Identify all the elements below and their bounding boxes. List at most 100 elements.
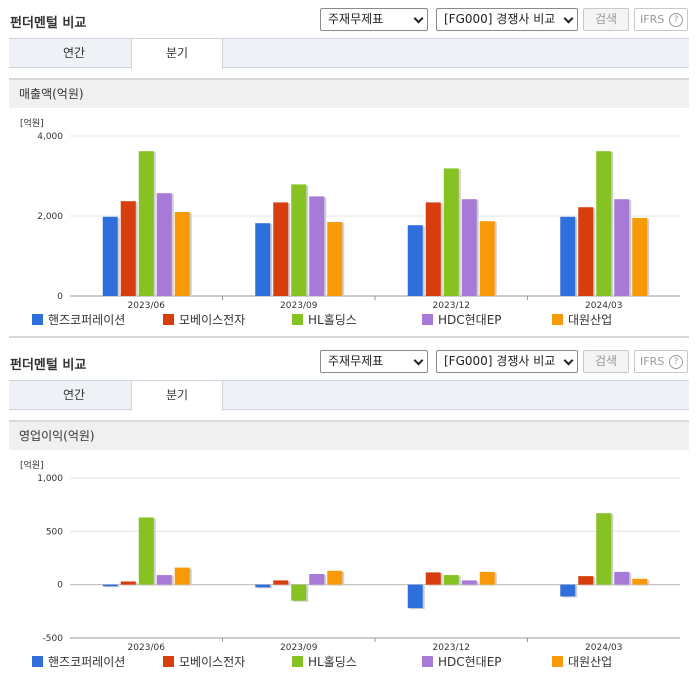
bar[interactable] <box>596 151 612 296</box>
sales-bar-chart: 0 2,000 4,000 2023/06 2023/09 2023/12 2024/03 <box>37 132 680 310</box>
period-tabs: 연간 분기 <box>9 38 689 69</box>
bar[interactable] <box>120 581 136 585</box>
bar[interactable] <box>156 193 172 296</box>
search-button[interactable]: 검색 <box>583 350 629 373</box>
peer-compare-select[interactable]: [FG000] 경쟁사 비교 <box>436 350 578 373</box>
bar[interactable] <box>273 580 289 585</box>
search-button[interactable]: 검색 <box>583 8 629 31</box>
legend-swatch <box>292 314 303 325</box>
legend-item[interactable]: HL홀딩스 <box>292 311 357 329</box>
legend-item[interactable]: 핸즈코퍼레이션 <box>32 653 125 671</box>
bar[interactable] <box>174 567 190 585</box>
x-tick-label: 2023/12 <box>433 301 470 310</box>
bar[interactable] <box>120 201 136 296</box>
peer-compare-value: [FG000] 경쟁사 비교 <box>444 12 556 26</box>
bar[interactable] <box>255 584 271 588</box>
legend-item[interactable]: HDC현대EP <box>422 653 502 671</box>
panel-header: 펀더멘털 비교 주재무제표 [FG000] 경쟁사 비교 검색 IFRS ? <box>0 342 696 378</box>
x-tick-label: 2023/09 <box>280 301 318 310</box>
bar[interactable] <box>461 199 477 296</box>
bar[interactable] <box>479 221 495 296</box>
bar[interactable] <box>632 218 648 296</box>
legend-swatch <box>163 656 174 667</box>
bar[interactable] <box>461 580 477 585</box>
bar[interactable] <box>425 572 441 585</box>
bar[interactable] <box>560 584 576 597</box>
bar[interactable] <box>138 151 154 296</box>
bar[interactable] <box>578 207 594 296</box>
peer-compare-select[interactable]: [FG000] 경쟁사 비교 <box>436 8 578 31</box>
bar-shadow <box>104 585 120 588</box>
bar[interactable] <box>632 578 648 585</box>
ifrs-button[interactable]: IFRS ? <box>634 350 688 373</box>
unit-label: [억원] <box>20 119 44 129</box>
tab-quarterly[interactable]: 분기 <box>131 39 223 69</box>
tab-annual[interactable]: 연간 <box>62 388 86 402</box>
chart-title: 매출액(억원) <box>9 78 689 108</box>
bar[interactable] <box>255 223 271 296</box>
statement-type-value: 주재무제표 <box>328 354 384 368</box>
bar[interactable] <box>156 575 172 585</box>
legend-item[interactable]: 대원산업 <box>552 653 612 671</box>
bar[interactable] <box>479 571 495 585</box>
x-tick-label: 2024/03 <box>585 301 622 310</box>
statement-type-select[interactable]: 주재무제표 <box>320 350 428 373</box>
legend-item[interactable]: 모베이스전자 <box>163 653 245 671</box>
operating-profit-bar-chart: -500 0 500 1,000 2023/06 2023/09 2023/12 2024/0… <box>37 474 680 652</box>
bar[interactable] <box>291 584 307 601</box>
y-tick-label: 4,000 <box>37 132 63 142</box>
bar[interactable] <box>138 517 154 585</box>
y-tick-label: 0 <box>57 581 63 591</box>
bar[interactable] <box>174 212 190 296</box>
statement-type-select[interactable]: 주재무제표 <box>320 8 428 31</box>
tab-annual[interactable]: 연간 <box>62 46 86 60</box>
x-tick-label: 2024/03 <box>585 643 622 652</box>
bar[interactable] <box>407 225 423 296</box>
bar[interactable] <box>443 168 459 296</box>
bar[interactable] <box>273 202 289 296</box>
legend-item[interactable]: HL홀딩스 <box>292 653 357 671</box>
ifrs-label: IFRS <box>640 355 665 368</box>
bar[interactable] <box>614 571 630 585</box>
legend-item[interactable]: 모베이스전자 <box>163 311 245 329</box>
legend-item[interactable]: 대원산업 <box>552 311 612 329</box>
bar[interactable] <box>407 584 423 609</box>
legend-swatch <box>422 314 433 325</box>
bar[interactable] <box>596 513 612 585</box>
period-tabs: 연간 분기 <box>9 380 689 411</box>
ifrs-label: IFRS <box>640 13 665 26</box>
tab-quarterly[interactable]: 분기 <box>131 381 223 411</box>
bar[interactable] <box>102 584 118 587</box>
legend-label: HL홀딩스 <box>308 313 357 327</box>
bar[interactable] <box>425 202 441 296</box>
bar[interactable] <box>578 576 594 585</box>
legend-swatch <box>552 656 563 667</box>
bar[interactable] <box>309 196 325 296</box>
x-tick-label: 2023/09 <box>280 643 318 652</box>
chevron-down-icon <box>563 355 574 366</box>
bar[interactable] <box>327 570 343 585</box>
legend-label: HDC현대EP <box>438 313 502 327</box>
bar[interactable] <box>291 184 307 296</box>
legend-label: 모베이스전자 <box>179 655 246 669</box>
legend-item[interactable]: 핸즈코퍼레이션 <box>32 311 125 329</box>
bar[interactable] <box>560 216 576 296</box>
fundamental-panel-operating-profit: 펀더멘털 비교 주재무제표 [FG000] 경쟁사 비교 검색 IFRS ? 연… <box>0 342 696 684</box>
panel-title: 펀더멘털 비교 <box>10 16 87 31</box>
legend-swatch <box>32 656 43 667</box>
bar[interactable] <box>102 216 118 296</box>
legend-swatch <box>552 314 563 325</box>
bar[interactable] <box>443 575 459 585</box>
bar[interactable] <box>309 574 325 585</box>
bar[interactable] <box>614 199 630 296</box>
ifrs-button[interactable]: IFRS ? <box>634 8 688 31</box>
legend-swatch <box>422 656 433 667</box>
legend-label: HL홀딩스 <box>308 655 357 669</box>
legend-swatch <box>32 314 43 325</box>
legend-label: 핸즈코퍼레이션 <box>48 655 126 669</box>
panel-header: 펀더멘털 비교 주재무제표 [FG000] 경쟁사 비교 검색 IFRS ? <box>0 0 696 36</box>
legend-item[interactable]: HDC현대EP <box>422 311 502 329</box>
bar[interactable] <box>327 222 343 296</box>
panel-title: 펀더멘털 비교 <box>10 358 87 373</box>
chevron-down-icon <box>563 13 574 24</box>
